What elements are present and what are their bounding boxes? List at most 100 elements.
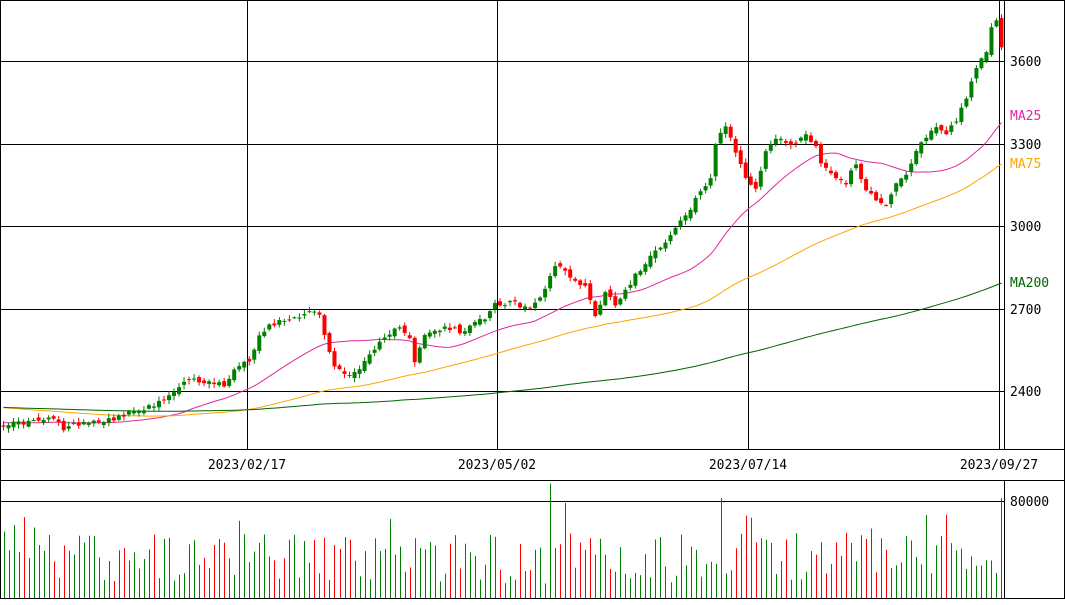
price-tick-label: 2400 bbox=[1010, 385, 1041, 400]
candle-up bbox=[673, 227, 678, 235]
candle-up bbox=[798, 137, 803, 141]
candle-down bbox=[518, 302, 523, 308]
volume-axis: 80000 bbox=[1010, 495, 1049, 510]
candle-up bbox=[16, 421, 21, 425]
candle-up bbox=[126, 411, 131, 415]
candle-up bbox=[763, 151, 768, 169]
candle-up bbox=[688, 209, 693, 219]
candle-down bbox=[322, 315, 327, 335]
candle-up bbox=[703, 186, 708, 191]
candle-down bbox=[864, 179, 869, 191]
candle-down bbox=[563, 268, 568, 271]
candle-down bbox=[76, 422, 81, 426]
ma25-line bbox=[3, 122, 1002, 424]
candle-down bbox=[884, 205, 889, 207]
candle-up bbox=[182, 381, 187, 385]
candle-down bbox=[96, 420, 101, 423]
candle-down bbox=[212, 382, 217, 385]
moving-average-legend: MA25 MA75 MA200 bbox=[1010, 109, 1049, 291]
candle-up bbox=[106, 418, 111, 423]
candle-down bbox=[869, 190, 874, 194]
candle-up bbox=[628, 284, 633, 288]
candle-up bbox=[994, 20, 999, 27]
candle-up bbox=[151, 406, 156, 408]
candle-down bbox=[337, 365, 342, 370]
candle-down bbox=[939, 125, 944, 131]
date-tick-label: 2023/02/17 bbox=[208, 458, 286, 473]
candle-down bbox=[753, 181, 758, 189]
candle-down bbox=[61, 420, 66, 431]
candle-up bbox=[262, 331, 267, 337]
candle-down bbox=[287, 319, 292, 321]
candle-down bbox=[187, 379, 192, 381]
candle-up bbox=[432, 330, 437, 334]
candle-down bbox=[412, 337, 417, 363]
price-tick-label: 3300 bbox=[1010, 138, 1041, 153]
candlesticks bbox=[1, 14, 1004, 433]
candle-down bbox=[839, 179, 844, 181]
candle-down bbox=[783, 141, 788, 143]
candle-up bbox=[989, 27, 994, 55]
candle-up bbox=[91, 420, 96, 424]
candle-up bbox=[854, 164, 859, 169]
candle-down bbox=[578, 280, 583, 286]
candle-down bbox=[608, 289, 613, 298]
ma200-line bbox=[3, 282, 1002, 412]
candle-down bbox=[402, 325, 407, 333]
candle-up bbox=[167, 395, 172, 401]
candle-down bbox=[568, 269, 573, 278]
candle-up bbox=[292, 317, 297, 319]
candle-up bbox=[914, 150, 919, 164]
candle-up bbox=[41, 419, 46, 423]
candle-down bbox=[733, 138, 738, 153]
candle-up bbox=[442, 326, 447, 329]
candle-up bbox=[372, 349, 377, 353]
candle-up bbox=[849, 170, 854, 185]
candle-down bbox=[457, 324, 462, 334]
candle-down bbox=[583, 283, 588, 286]
candle-up bbox=[503, 305, 508, 307]
moving-average-lines bbox=[3, 122, 1002, 424]
candle-down bbox=[317, 312, 322, 315]
candle-up bbox=[377, 341, 382, 350]
candle-down bbox=[728, 126, 733, 138]
candle-up bbox=[252, 349, 257, 360]
candle-up bbox=[462, 331, 467, 334]
candle-up bbox=[533, 302, 538, 309]
candle-down bbox=[327, 333, 332, 352]
candle-up bbox=[227, 378, 232, 386]
candle-up bbox=[663, 242, 668, 249]
candle-up bbox=[11, 421, 16, 428]
candle-up bbox=[713, 144, 718, 177]
candle-up bbox=[758, 170, 763, 187]
candle-up bbox=[81, 421, 86, 425]
candle-up bbox=[708, 178, 713, 186]
candle-up bbox=[964, 98, 969, 107]
candle-up bbox=[979, 58, 984, 69]
candle-up bbox=[277, 320, 282, 325]
candle-down bbox=[21, 421, 26, 425]
candle-up bbox=[232, 369, 237, 381]
candle-down bbox=[272, 323, 277, 326]
candle-up bbox=[217, 382, 222, 386]
candle-up bbox=[297, 317, 302, 319]
candle-up bbox=[949, 125, 954, 132]
candle-up bbox=[693, 197, 698, 213]
candle-down bbox=[844, 183, 849, 185]
candle-up bbox=[768, 144, 773, 151]
volume-frame bbox=[0, 480, 1065, 599]
candle-up bbox=[302, 314, 307, 316]
candle-up bbox=[422, 335, 427, 349]
candle-up bbox=[929, 130, 934, 140]
candle-up bbox=[924, 137, 929, 142]
candle-up bbox=[177, 387, 182, 395]
candle-down bbox=[36, 417, 41, 421]
ma-legend-ma200: MA200 bbox=[1010, 276, 1049, 291]
candle-down bbox=[748, 176, 753, 185]
candle-up bbox=[477, 319, 482, 325]
candle-up bbox=[101, 422, 106, 425]
candle-up bbox=[116, 415, 121, 420]
candle-up bbox=[778, 138, 783, 141]
date-tick-label: 2023/05/02 bbox=[458, 458, 536, 473]
